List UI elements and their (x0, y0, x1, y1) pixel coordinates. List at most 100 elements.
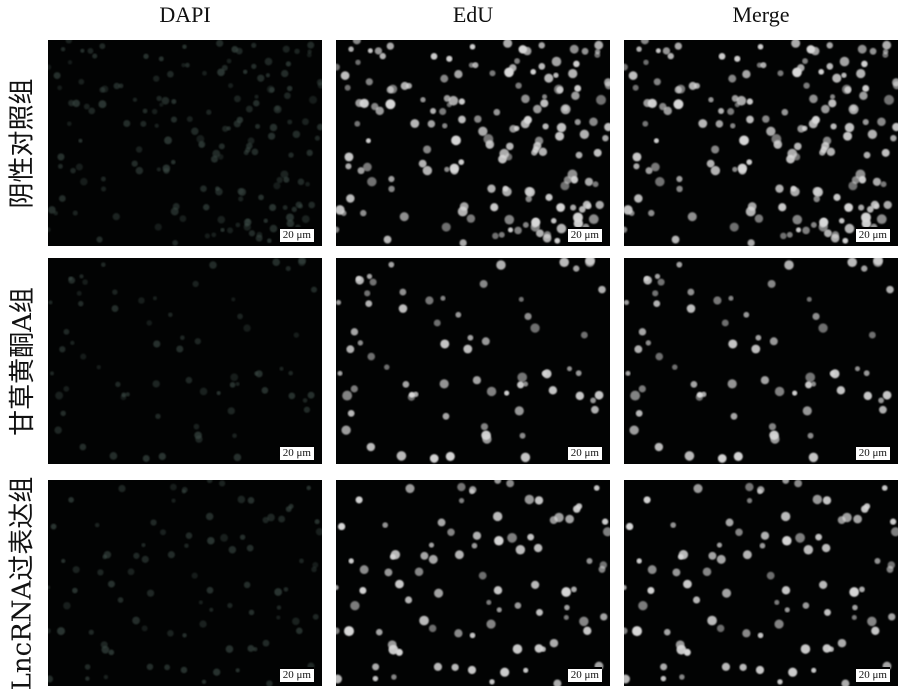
nucleus (838, 217, 845, 224)
nucleus (68, 497, 74, 503)
nucleus (675, 640, 685, 650)
micrograph-edu-row-3: 20 μm (336, 480, 610, 686)
nucleus (638, 601, 648, 611)
nucleus (146, 320, 153, 326)
nucleus (525, 195, 532, 203)
nucleus (345, 163, 352, 170)
nucleus (743, 311, 750, 318)
nucleus (564, 604, 570, 611)
nucleus (474, 115, 482, 123)
nucleus (191, 572, 198, 579)
nucleus (276, 615, 281, 620)
nucleus (78, 78, 85, 85)
nucleus (863, 370, 870, 377)
nucleus (220, 533, 228, 542)
nucleus (170, 207, 179, 216)
nucleus (58, 195, 66, 202)
nucleus (536, 608, 543, 616)
nucleus (261, 386, 269, 394)
nucleus (769, 337, 778, 346)
nucleus (812, 312, 820, 321)
nucleus (660, 663, 668, 671)
nucleus (53, 72, 61, 80)
nucleus (781, 586, 791, 595)
nucleus (142, 454, 150, 462)
scale-bar: 20 μm (279, 227, 314, 242)
nucleus (164, 664, 171, 671)
nucleus (721, 319, 729, 327)
nucleus (237, 495, 246, 504)
nucleus (454, 70, 463, 79)
nucleus (821, 104, 830, 114)
nucleus (55, 391, 64, 400)
nucleus (364, 290, 371, 297)
nucleus (679, 674, 685, 680)
nucleus (206, 480, 213, 484)
nucleus (247, 497, 255, 504)
nucleus (231, 45, 239, 53)
nucleus (154, 123, 159, 128)
nucleus (632, 626, 643, 637)
nucleus (230, 373, 239, 382)
nucleus (269, 224, 278, 233)
nucleus (292, 130, 301, 139)
row-label-licoflavone-a: 甘草黄酮A组 (7, 286, 38, 436)
nucleus (777, 70, 784, 77)
nucleus (632, 152, 642, 162)
nucleus (243, 150, 249, 156)
nucleus (574, 118, 581, 126)
nucleus (251, 63, 257, 70)
nucleus (198, 600, 203, 605)
nucleus (540, 646, 546, 652)
nucleus (582, 200, 591, 209)
nucleus (717, 454, 727, 463)
nucleus (890, 527, 898, 537)
nucleus (243, 581, 251, 589)
nucleus (125, 392, 130, 397)
nucleus (428, 554, 438, 564)
nucleus (554, 512, 564, 523)
nucleus (278, 515, 286, 523)
nucleus (839, 56, 850, 67)
nucleus (506, 480, 515, 488)
column-header-merge: Merge (732, 2, 790, 27)
nucleus (531, 580, 540, 590)
nucleus (428, 624, 437, 633)
nucleus (643, 275, 650, 282)
nucleus (63, 386, 70, 392)
nucleus (767, 279, 776, 288)
nucleus (171, 99, 177, 105)
nucleus (184, 62, 190, 68)
nucleus (589, 117, 598, 126)
nucleus (746, 98, 753, 105)
nucleus (778, 203, 787, 212)
nucleus (266, 680, 273, 686)
nucleus (266, 85, 275, 94)
nucleus (701, 391, 707, 398)
nucleus (809, 94, 818, 104)
nucleus (892, 78, 898, 87)
nucleus (884, 94, 895, 105)
nucleus (572, 212, 583, 223)
nucleus (746, 115, 754, 124)
nucleus (869, 47, 877, 55)
nucleus (873, 258, 883, 268)
nucleus (524, 312, 532, 321)
nucleus (594, 52, 601, 58)
nucleus (784, 260, 794, 270)
nucleus (807, 432, 814, 439)
nucleus (524, 187, 533, 196)
nucleus (782, 535, 792, 546)
nucleus (295, 201, 303, 209)
nucleus (253, 100, 260, 107)
nucleus (472, 62, 479, 69)
nucleus (344, 84, 351, 91)
nucleus (446, 55, 453, 62)
nucleus (594, 40, 604, 50)
nucleus (440, 74, 449, 83)
nucleus (164, 136, 172, 145)
nucleus (781, 108, 789, 116)
nucleus (531, 149, 538, 156)
nucleus (439, 379, 449, 389)
nucleus (514, 406, 524, 416)
